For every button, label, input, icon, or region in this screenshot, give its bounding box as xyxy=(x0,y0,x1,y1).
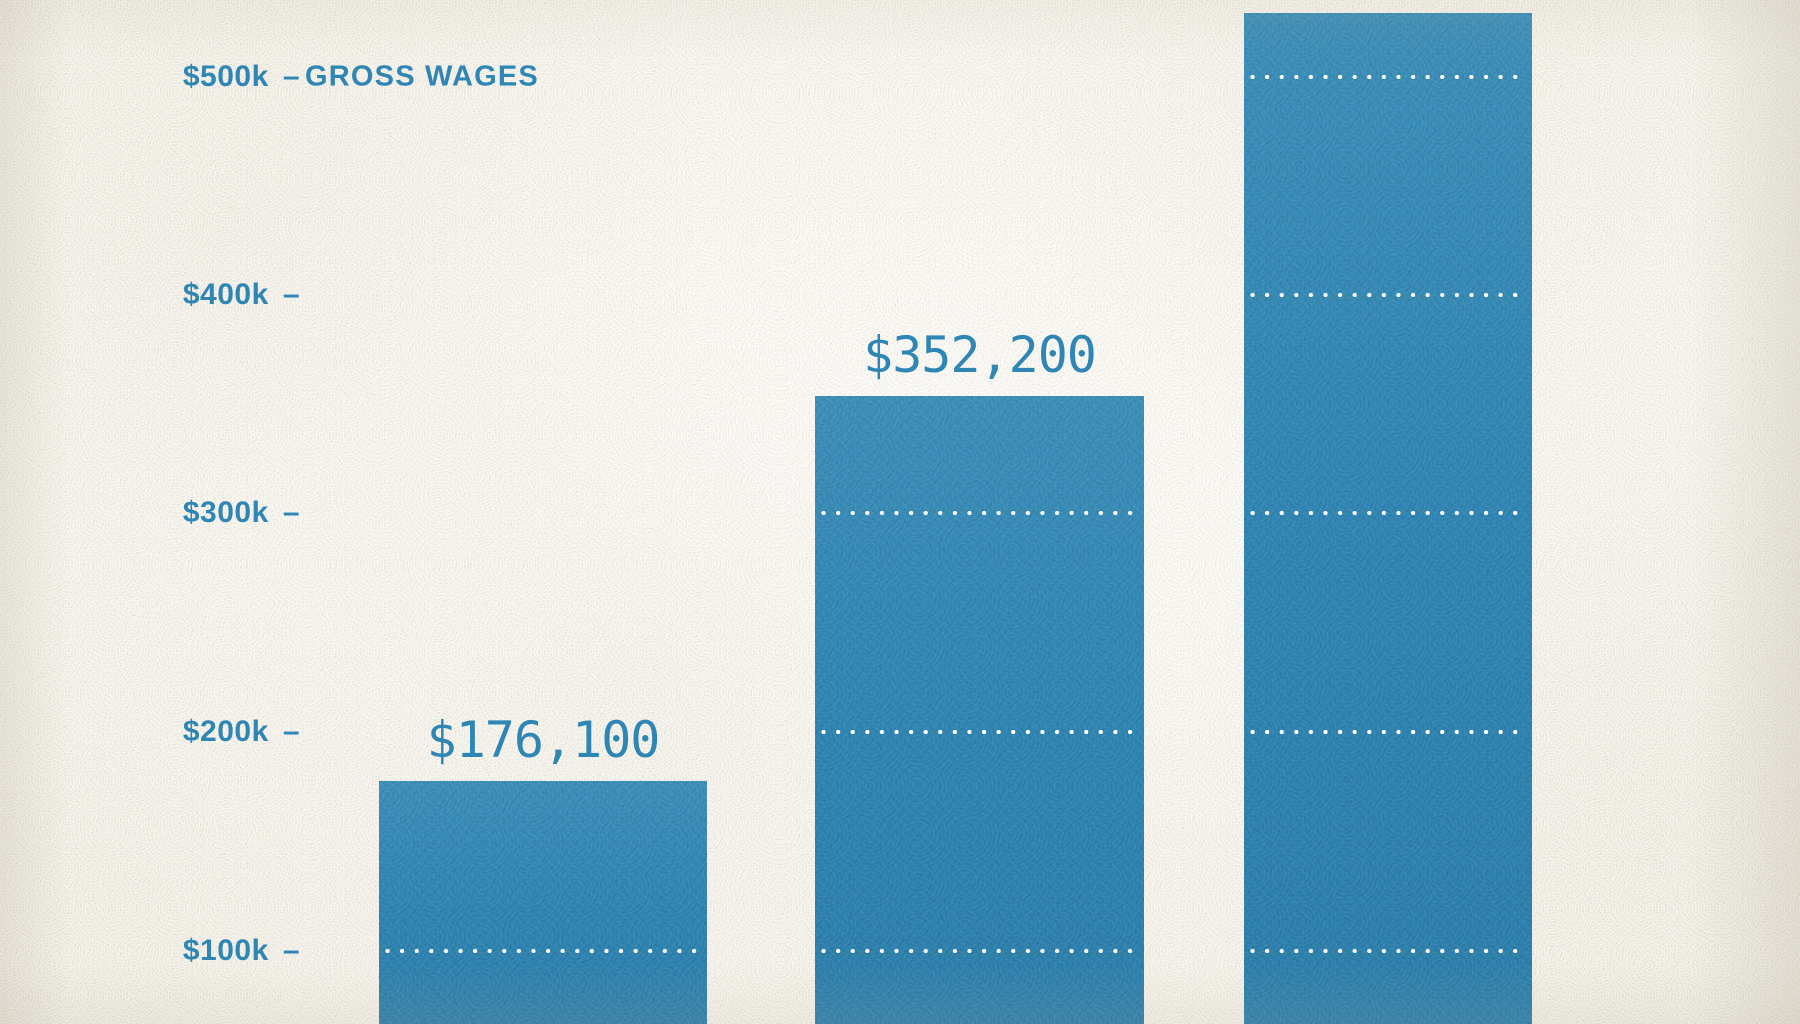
y-axis-tick-label-300k: $300k xyxy=(182,496,269,529)
y-axis-tick-label-100k: $100k xyxy=(182,934,269,967)
y-axis-tick-dash-100k: – xyxy=(282,934,300,967)
y-axis-tick-500k: $500k – xyxy=(183,60,300,94)
y-axis-tick-100k: $100k – xyxy=(183,934,300,968)
bar-value-label-1: $176,100 xyxy=(426,711,661,769)
y-axis-tick-dash-200k: – xyxy=(282,715,300,748)
y-axis-tick-200k: $200k – xyxy=(183,715,300,749)
bar-2[interactable] xyxy=(815,396,1144,1024)
y-axis-title: GROSS WAGES xyxy=(305,60,539,93)
y-axis-tick-300k: $300k – xyxy=(183,496,300,530)
y-axis-tick-400k: $400k – xyxy=(183,278,300,312)
y-axis-tick-dash-500k: – xyxy=(282,60,300,93)
y-axis-tick-dash-300k: – xyxy=(282,496,300,529)
y-axis-tick-label-400k: $400k xyxy=(182,278,269,311)
bar-3[interactable] xyxy=(1244,13,1532,1024)
y-axis-tick-label-500k: $500k xyxy=(182,60,269,93)
bar-1[interactable] xyxy=(379,781,707,1024)
bar-value-label-2: $352,200 xyxy=(863,326,1097,384)
y-axis-tick-dash-400k: – xyxy=(282,278,300,311)
y-axis-tick-label-200k: $200k xyxy=(182,715,269,748)
